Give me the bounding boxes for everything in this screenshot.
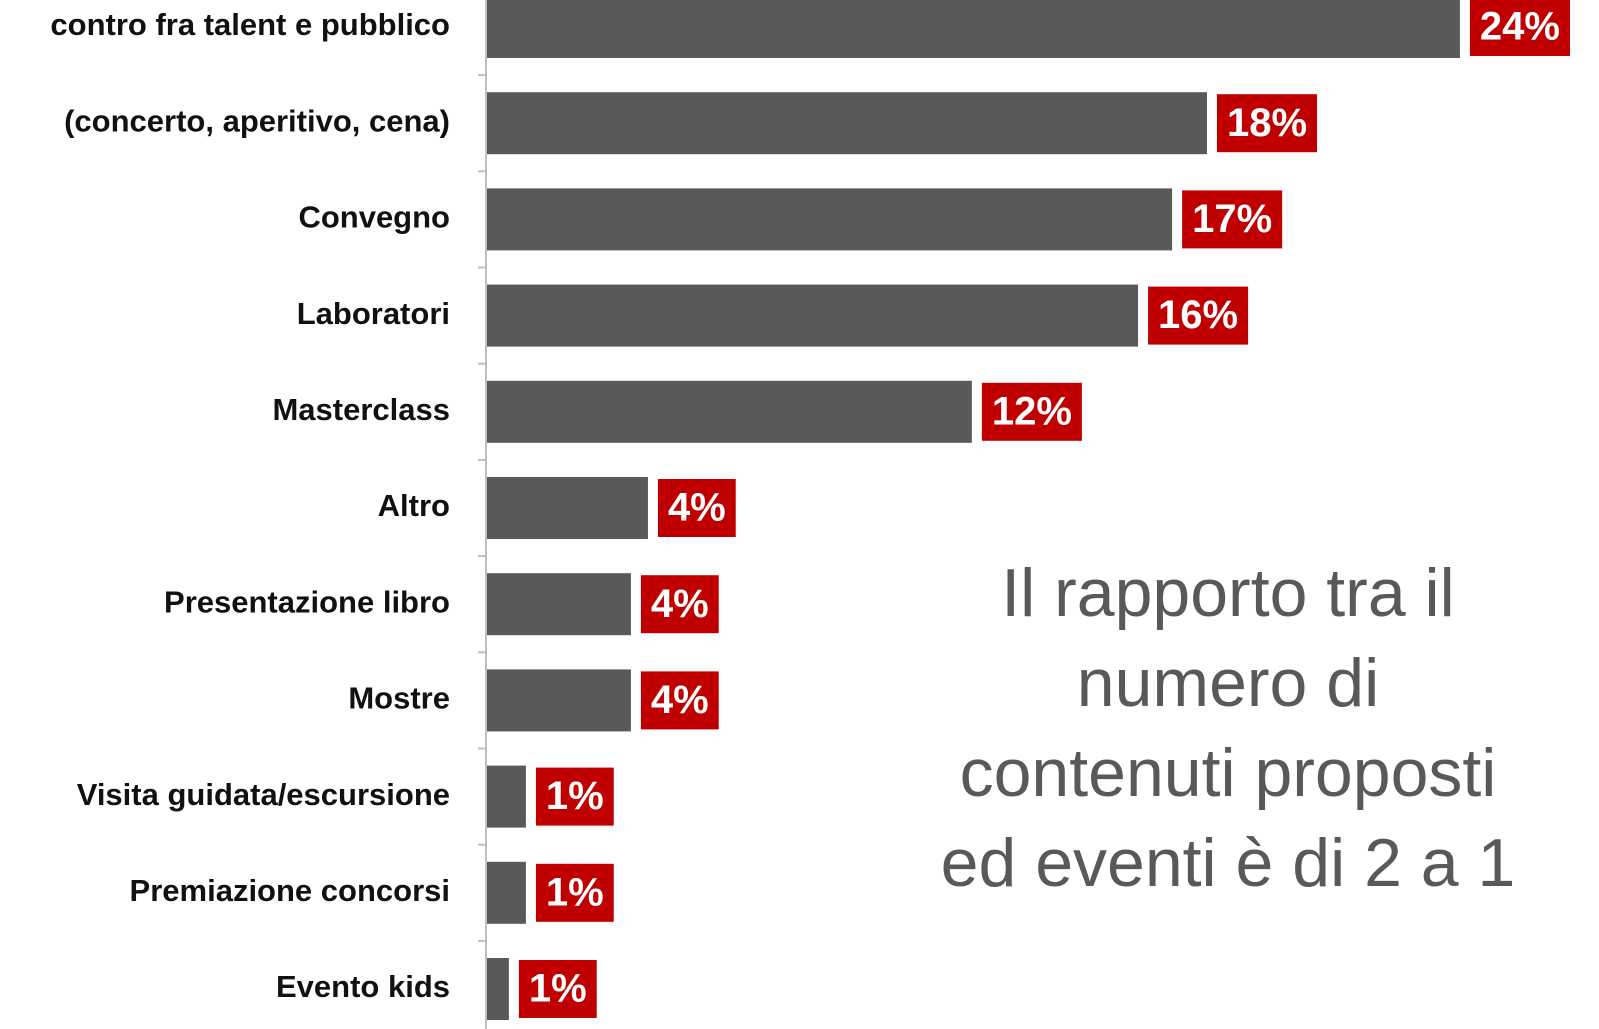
category-label: Convegno xyxy=(298,200,450,235)
annotation: numero di xyxy=(1077,645,1379,721)
value-label-box xyxy=(535,767,614,826)
value-label-box xyxy=(981,382,1082,441)
value-label-box xyxy=(518,960,597,1018)
annotation: contenuti proposti xyxy=(960,735,1497,811)
value-label: 4% xyxy=(668,486,726,530)
bar xyxy=(487,765,526,828)
value-label-box xyxy=(657,479,736,537)
value-label-box xyxy=(1469,0,1570,56)
category-label: Masterclass xyxy=(272,392,450,427)
bar xyxy=(487,573,631,636)
value-label: 18% xyxy=(1227,101,1307,145)
annotation: ed eventi è di 2 a 1 xyxy=(941,825,1516,901)
bar xyxy=(487,188,1173,251)
bar xyxy=(487,861,526,924)
annotation: Il rapporto tra il xyxy=(1001,555,1455,631)
value-label: 1% xyxy=(546,774,604,818)
category-label: (concerto, aperitivo, cena) xyxy=(64,103,450,138)
bar xyxy=(487,380,972,443)
value-label: 4% xyxy=(651,678,709,722)
value-label-box xyxy=(640,575,719,634)
value-label-box xyxy=(1148,286,1249,345)
value-label-box xyxy=(535,863,614,922)
category-label: Laboratori xyxy=(297,296,450,331)
category-label: Visita guidata/escursione xyxy=(77,777,450,812)
value-label: 12% xyxy=(992,389,1072,433)
category-label: Mostre xyxy=(348,681,450,716)
value-label: 4% xyxy=(651,582,709,626)
bar xyxy=(487,477,648,539)
bar xyxy=(487,669,631,732)
value-label-box xyxy=(1216,94,1318,153)
category-label: Altro xyxy=(378,488,450,523)
value-label: 16% xyxy=(1158,293,1238,337)
value-label-box xyxy=(640,671,719,730)
bar xyxy=(487,958,509,1020)
value-label-box xyxy=(1182,190,1283,249)
bar xyxy=(487,284,1139,347)
value-label: 1% xyxy=(546,870,604,914)
category-label: Premiazione concorsi xyxy=(130,873,450,908)
value-label: 17% xyxy=(1192,197,1272,241)
category-label: Presentazione libro xyxy=(164,584,450,619)
bar xyxy=(487,0,1460,58)
value-label: 1% xyxy=(529,967,587,1011)
category-label: Evento kids xyxy=(276,969,450,1004)
category-label: contro fra talent e pubblico xyxy=(50,7,450,42)
value-label: 24% xyxy=(1480,5,1560,49)
bar xyxy=(487,92,1207,155)
